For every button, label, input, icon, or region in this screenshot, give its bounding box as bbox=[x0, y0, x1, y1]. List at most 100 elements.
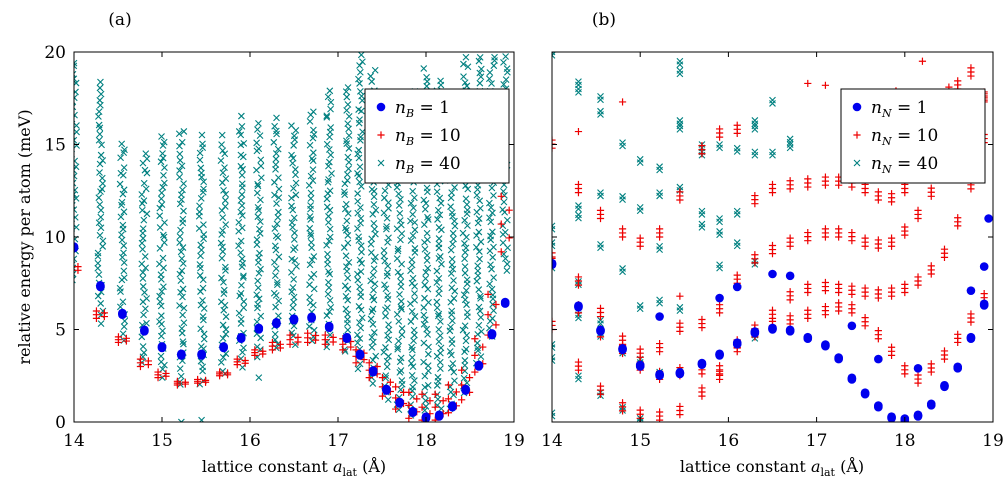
marker-cross bbox=[199, 296, 206, 304]
marker-cross bbox=[435, 338, 443, 345]
marker-cross bbox=[355, 106, 363, 113]
marker-cross bbox=[196, 261, 204, 268]
marker-cross bbox=[306, 281, 313, 289]
marker-cross bbox=[733, 144, 741, 152]
marker-plus bbox=[259, 347, 267, 355]
marker-cross bbox=[410, 377, 418, 384]
marker-cross bbox=[676, 57, 684, 65]
marker-plus bbox=[552, 317, 556, 325]
marker-cross bbox=[356, 163, 364, 171]
marker-cross bbox=[409, 210, 417, 218]
marker-cross bbox=[489, 315, 496, 322]
marker-cross bbox=[489, 209, 496, 217]
marker-plus bbox=[458, 396, 466, 404]
marker-cross bbox=[676, 125, 684, 133]
marker-cross bbox=[288, 219, 296, 227]
marker-cross bbox=[270, 289, 278, 297]
marker-cross bbox=[239, 363, 246, 371]
marker-plus bbox=[967, 310, 975, 318]
marker-cross bbox=[446, 348, 454, 355]
marker-plus bbox=[698, 315, 706, 324]
marker-cross bbox=[326, 187, 334, 195]
marker-cross bbox=[288, 122, 295, 130]
panel-a: (a) 14 15 16 17 18 19 0 5 10 15 20 relative energy… bbox=[15, 10, 525, 479]
marker-cross bbox=[118, 198, 126, 206]
marker-circle bbox=[236, 332, 246, 342]
marker-cross bbox=[357, 289, 364, 296]
marker-cross bbox=[501, 228, 509, 236]
marker-cross bbox=[438, 260, 445, 268]
marker-cross bbox=[160, 283, 167, 291]
x-tick-label: 15 bbox=[629, 431, 651, 451]
marker-cross bbox=[368, 343, 376, 351]
marker-cross bbox=[475, 228, 483, 236]
marker-circle bbox=[342, 332, 352, 342]
marker-cross bbox=[368, 78, 376, 85]
marker-circle bbox=[395, 397, 404, 407]
marker-cross bbox=[476, 307, 484, 315]
marker-cross bbox=[462, 53, 470, 61]
marker-cross bbox=[220, 306, 228, 314]
marker-cross bbox=[219, 334, 227, 342]
marker-cross bbox=[411, 313, 419, 320]
marker-cross bbox=[272, 232, 280, 240]
marker-plus bbox=[821, 225, 830, 233]
marker-cross bbox=[235, 219, 243, 226]
marker-cross bbox=[197, 194, 205, 202]
marker-cross bbox=[161, 164, 168, 171]
marker-cross bbox=[486, 214, 493, 222]
marker-cross bbox=[157, 302, 165, 310]
marker-cross bbox=[74, 213, 79, 221]
marker-cross bbox=[385, 204, 392, 212]
marker-cross bbox=[369, 320, 377, 328]
marker-cross bbox=[619, 265, 626, 272]
marker-cross bbox=[74, 111, 78, 119]
legend-entry: nB = 1 bbox=[376, 98, 450, 120]
marker-cross bbox=[476, 79, 484, 87]
marker-plus bbox=[431, 403, 439, 411]
marker-cross bbox=[396, 290, 403, 298]
marker-cross bbox=[501, 191, 508, 199]
marker-cross bbox=[222, 190, 230, 198]
marker-cross bbox=[597, 244, 604, 252]
marker-cross bbox=[139, 283, 147, 290]
marker-cross bbox=[254, 277, 262, 285]
marker-cross bbox=[217, 298, 225, 306]
marker-cross bbox=[159, 327, 166, 335]
marker-plus bbox=[804, 306, 812, 314]
marker-cross bbox=[180, 319, 188, 327]
marker-cross bbox=[271, 258, 278, 266]
marker-cross bbox=[197, 288, 204, 295]
marker-cross bbox=[436, 253, 444, 260]
marker-cross bbox=[656, 296, 663, 304]
marker-cross bbox=[271, 272, 279, 280]
marker-cross bbox=[97, 78, 104, 86]
marker-cross bbox=[157, 312, 165, 320]
marker-plus bbox=[321, 331, 329, 339]
marker-cross bbox=[74, 157, 79, 165]
marker-cross bbox=[486, 280, 494, 288]
marker-cross bbox=[422, 275, 429, 283]
marker-cross bbox=[448, 261, 456, 269]
marker-cross bbox=[384, 269, 391, 277]
marker-cross bbox=[306, 141, 314, 149]
marker-cross bbox=[120, 259, 128, 266]
marker-cross bbox=[733, 242, 741, 250]
marker-plus bbox=[733, 271, 741, 279]
marker-cross bbox=[459, 326, 467, 334]
marker-cross bbox=[448, 255, 456, 263]
data-markers bbox=[552, 52, 993, 422]
marker-cross bbox=[503, 216, 511, 224]
marker-cross bbox=[275, 194, 283, 202]
marker-circle bbox=[596, 325, 605, 335]
marker-cross bbox=[140, 311, 147, 319]
marker-plus bbox=[698, 142, 706, 150]
marker-cross bbox=[273, 278, 281, 286]
marker-cross bbox=[434, 373, 442, 381]
marker-cross bbox=[177, 288, 184, 296]
marker-cross bbox=[356, 87, 364, 95]
marker-cross bbox=[421, 281, 429, 289]
marker-cross bbox=[235, 242, 242, 250]
marker-plus bbox=[74, 263, 82, 271]
marker-cross bbox=[597, 192, 604, 200]
